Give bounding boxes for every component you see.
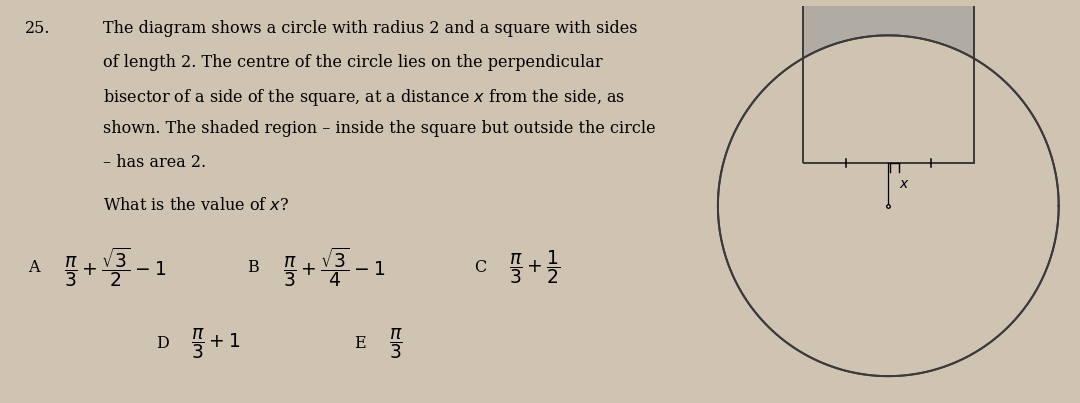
Text: $\dfrac{\pi}{3}+\dfrac{\sqrt{3}}{2}-1$: $\dfrac{\pi}{3}+\dfrac{\sqrt{3}}{2}-1$ xyxy=(64,245,166,289)
Text: The diagram shows a circle with radius 2 and a square with sides: The diagram shows a circle with radius 2… xyxy=(103,20,637,37)
Text: What is the value of $x$?: What is the value of $x$? xyxy=(103,197,288,214)
Text: $\dfrac{\pi}{3}$: $\dfrac{\pi}{3}$ xyxy=(389,326,403,361)
Text: B: B xyxy=(247,259,259,276)
Text: $\dfrac{\pi}{3}+1$: $\dfrac{\pi}{3}+1$ xyxy=(191,326,241,361)
Text: of length 2. The centre of the circle lies on the perpendicular: of length 2. The centre of the circle li… xyxy=(103,54,603,71)
Polygon shape xyxy=(804,0,973,58)
Text: C: C xyxy=(474,259,486,276)
Text: $\dfrac{\pi}{3}+\dfrac{1}{2}$: $\dfrac{\pi}{3}+\dfrac{1}{2}$ xyxy=(510,248,561,286)
Text: E: E xyxy=(354,335,365,352)
Text: 25.: 25. xyxy=(25,20,51,37)
Text: shown. The shaded region – inside the square but outside the circle: shown. The shaded region – inside the sq… xyxy=(103,120,656,137)
Text: $\dfrac{\pi}{3}+\dfrac{\sqrt{3}}{4}-1$: $\dfrac{\pi}{3}+\dfrac{\sqrt{3}}{4}-1$ xyxy=(283,245,386,289)
Text: A: A xyxy=(28,259,40,276)
Text: $x$: $x$ xyxy=(899,177,909,191)
Text: – has area 2.: – has area 2. xyxy=(103,154,205,171)
Text: D: D xyxy=(156,335,168,352)
Polygon shape xyxy=(804,0,973,58)
Text: bisector of a side of the square, at a distance $x$ from the side, as: bisector of a side of the square, at a d… xyxy=(103,87,624,108)
Polygon shape xyxy=(804,0,973,163)
